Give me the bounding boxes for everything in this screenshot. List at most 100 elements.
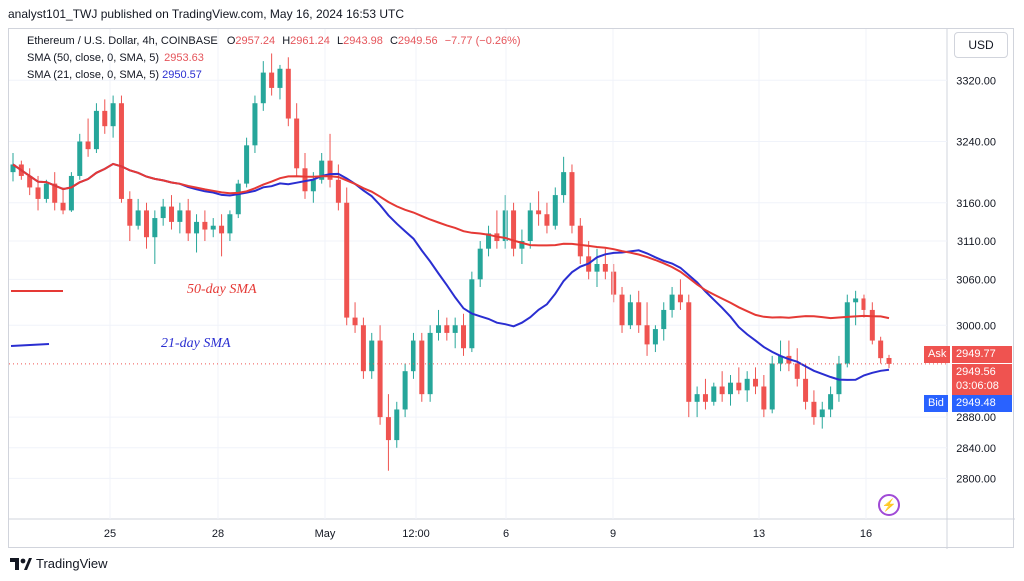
x-tick-label: 25 xyxy=(104,528,116,540)
candle-body xyxy=(544,214,550,226)
tradingview-logo-icon xyxy=(10,557,32,570)
candle-body xyxy=(302,168,308,192)
x-tick-label: May xyxy=(315,528,336,540)
candle-body xyxy=(327,160,333,180)
candle-body xyxy=(160,206,166,219)
candle-body xyxy=(778,355,784,364)
candle-body xyxy=(35,187,41,199)
candle-body xyxy=(235,183,241,215)
bid-tag: Bid xyxy=(924,395,948,412)
lightning-icon[interactable]: ⚡ xyxy=(878,494,900,516)
candle-body xyxy=(803,378,809,402)
close-value: 2949.56 xyxy=(397,35,438,47)
candle-body xyxy=(360,325,366,372)
candle-body xyxy=(661,309,667,330)
candle-body xyxy=(344,202,350,318)
candle-body xyxy=(219,225,225,234)
candle-body xyxy=(886,357,892,364)
candle-body xyxy=(694,394,700,402)
candle-body xyxy=(461,325,467,349)
candle-body xyxy=(569,172,575,226)
candle-body xyxy=(811,401,817,418)
candle-body xyxy=(878,340,884,359)
candle-body xyxy=(294,118,300,169)
x-tick-label: 28 xyxy=(212,528,224,540)
x-tick-label: 16 xyxy=(860,528,872,540)
high-value: 2961.24 xyxy=(290,35,330,47)
candle-body xyxy=(210,225,216,230)
candle-body xyxy=(435,325,441,333)
candle-body xyxy=(60,202,66,211)
candlestick-chart[interactable]: 2800.00 2840.00 2880.00 3000.00 3060.00 3110.… xyxy=(9,29,1015,549)
candle-body xyxy=(452,325,458,333)
candle-body xyxy=(577,225,583,257)
candle-body xyxy=(536,210,542,215)
candle-body xyxy=(10,164,16,173)
footer-brand[interactable]: TradingView xyxy=(10,556,108,571)
close-label: C xyxy=(389,35,398,47)
sma21-line xyxy=(12,162,890,381)
candle-body xyxy=(761,386,767,410)
candle-body xyxy=(319,160,325,180)
candle-body xyxy=(702,394,708,402)
x-tick-label: 13 xyxy=(753,528,765,540)
bid-price: 2949.48 xyxy=(952,395,1012,412)
ask-tag: Ask xyxy=(924,346,951,363)
candle-body xyxy=(277,68,283,88)
candle-body xyxy=(594,264,600,272)
candle-body xyxy=(177,210,183,222)
sma50-legend-value: 2953.63 xyxy=(164,52,204,64)
candle-body xyxy=(677,294,683,303)
candle-body xyxy=(727,382,733,395)
sma21-legend: SMA (21, close, 0, SMA, 5) 2950.57 xyxy=(27,69,202,81)
candle-body xyxy=(110,103,116,127)
candle-body xyxy=(828,394,834,410)
candle-body xyxy=(519,241,525,249)
candle-body xyxy=(861,298,867,310)
candle-body xyxy=(753,378,759,387)
candle-body xyxy=(335,179,341,203)
candle-body xyxy=(611,271,617,295)
sma50-annotation: 50-day SMA xyxy=(187,282,257,297)
candle-body xyxy=(527,210,533,242)
candle-body xyxy=(644,325,650,345)
candle-body xyxy=(511,210,517,249)
currency-button[interactable]: USD xyxy=(954,32,1008,58)
candle-body xyxy=(769,363,775,410)
chart-frame: 2800.00 2840.00 2880.00 3000.00 3060.00 3110.… xyxy=(8,28,1015,549)
y-tick-label: 3160.00 xyxy=(956,198,996,210)
candle-body xyxy=(269,72,275,88)
sma21-legend-value: 2950.57 xyxy=(162,69,202,81)
low-label: L xyxy=(336,35,344,47)
ohlc-legend: Ethereum / U.S. Dollar, 4h, COINBASE O29… xyxy=(27,35,521,47)
candle-body xyxy=(669,294,675,310)
y-tick-label: 2880.00 xyxy=(956,412,996,424)
candle-body xyxy=(602,264,608,272)
candle-body xyxy=(202,221,208,230)
candle-body xyxy=(736,382,742,391)
sma50-legend-label: SMA (50, close, 0, SMA, 5) xyxy=(27,52,160,64)
candle-body xyxy=(194,221,200,234)
candle-body xyxy=(686,302,692,402)
candle-body xyxy=(93,110,99,150)
candle-body xyxy=(169,206,175,222)
candle-body xyxy=(486,233,492,249)
candle-body xyxy=(118,103,124,199)
candle-body xyxy=(502,210,508,242)
candle-body xyxy=(402,371,408,410)
candle-body xyxy=(394,409,400,441)
candle-body xyxy=(185,210,191,234)
candle-body xyxy=(77,141,83,176)
candle-body xyxy=(477,248,483,280)
candle-body xyxy=(444,325,450,333)
sma21-annotation-stroke xyxy=(10,343,50,347)
candle-body xyxy=(427,332,433,395)
candle-body xyxy=(244,145,250,184)
candle-body xyxy=(102,110,108,127)
y-tick-label: 3320.00 xyxy=(956,75,996,87)
candle-body xyxy=(552,195,558,226)
candle-body xyxy=(853,298,859,303)
low-value: 2943.98 xyxy=(343,35,383,47)
candle-body xyxy=(52,183,58,203)
y-tick-label: 3240.00 xyxy=(956,137,996,149)
